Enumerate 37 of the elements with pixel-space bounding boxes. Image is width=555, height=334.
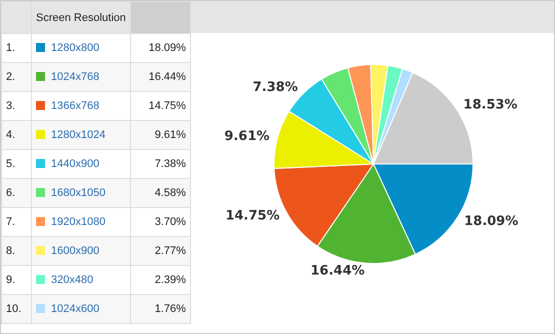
text: 5.	[2, 150, 32, 178]
data-label: 4.58%	[130, 178, 190, 208]
text: 8.	[2, 236, 32, 266]
text: Screen Resolution	[32, 2, 130, 34]
text: 18.09%	[148, 42, 186, 54]
text: 2.	[2, 62, 32, 92]
legend-label: 1366x768	[51, 100, 100, 112]
text: 3.	[2, 92, 32, 120]
legend-label: 1920x1080	[51, 216, 106, 228]
data-label: 14.75%	[225, 208, 280, 224]
legend-label: 1280x1024	[51, 129, 106, 141]
data-label: 16.44%	[310, 264, 365, 279]
legend-label: 1280x800	[51, 42, 100, 54]
data-label: 3.70%	[130, 208, 190, 236]
text: 16.44%	[148, 71, 186, 83]
data-label: 9.61%	[224, 129, 270, 144]
text: 9.61%	[154, 129, 186, 141]
data-label: 1.76%	[130, 294, 190, 324]
text: 9.	[2, 266, 32, 294]
text: 6.	[2, 178, 32, 208]
text: 7.	[2, 208, 32, 236]
legend-label: 1024x768	[51, 71, 100, 83]
text: 1.	[2, 34, 32, 62]
legend-label: 1680x1050	[51, 187, 106, 199]
data-label: 2.39%	[130, 266, 190, 294]
legend-label: 1440x900	[51, 158, 100, 170]
data-label: 2.77%	[130, 236, 190, 266]
text: 10.	[2, 294, 32, 324]
data-label: 18.09%	[464, 214, 518, 230]
legend-label: 320x480	[51, 274, 94, 286]
legend-label: 1600x900	[51, 245, 100, 257]
text: 14.75%	[148, 100, 186, 112]
text: 4.	[2, 120, 32, 150]
data-label: 7.38%	[252, 80, 298, 95]
legend-label: 1024x600	[51, 303, 100, 315]
text: 7.38%	[154, 158, 186, 170]
data-label: 18.53%	[463, 97, 518, 112]
